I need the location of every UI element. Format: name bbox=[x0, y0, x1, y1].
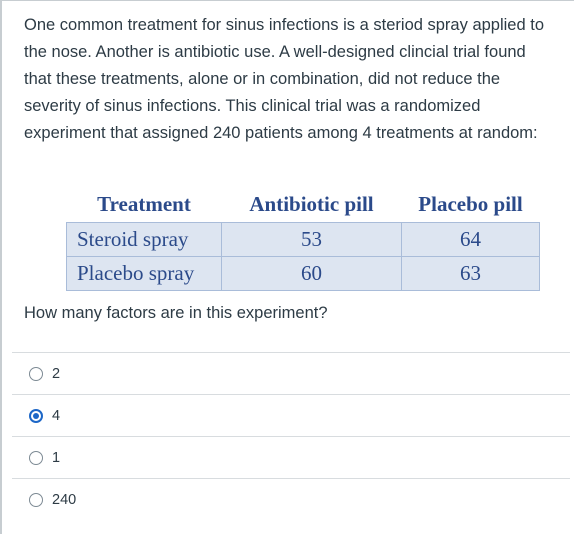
cell-placebo-antibiotic: 60 bbox=[221, 256, 402, 291]
answer-label[interactable]: 2 bbox=[52, 365, 61, 382]
header-antibiotic-pill: Antibiotic pill bbox=[249, 191, 374, 216]
row-label-placebo-spray: Placebo spray bbox=[66, 256, 222, 291]
question-body: One common treatment for sinus infection… bbox=[24, 16, 544, 142]
panel-left-border bbox=[0, 0, 2, 534]
cell-steroid-antibiotic: 53 bbox=[221, 222, 402, 257]
radio-button[interactable] bbox=[29, 492, 43, 507]
panel-top-border bbox=[0, 0, 574, 1]
radio-button[interactable] bbox=[29, 366, 43, 381]
answer-label[interactable]: 1 bbox=[52, 449, 61, 466]
table-row: Placebo spray 60 63 bbox=[66, 256, 540, 291]
treatment-table: Treatment Antibiotic pill Placebo pill S… bbox=[66, 186, 540, 291]
answer-option-240[interactable]: 240 bbox=[12, 478, 570, 520]
table-row: Steroid spray 53 64 bbox=[66, 222, 540, 257]
header-treatment: Treatment bbox=[97, 191, 191, 216]
question-prompt: How many factors are in this experiment? bbox=[24, 304, 328, 322]
answer-option-4[interactable]: 4 bbox=[12, 394, 570, 436]
table-header-row: Treatment Antibiotic pill Placebo pill bbox=[67, 186, 540, 223]
answer-option-1[interactable]: 1 bbox=[12, 436, 570, 478]
radio-button[interactable] bbox=[29, 450, 43, 465]
answer-label[interactable]: 4 bbox=[52, 407, 61, 424]
question-text: One common treatment for sinus infection… bbox=[24, 12, 554, 147]
cell-steroid-placebo: 64 bbox=[401, 222, 540, 257]
answer-label[interactable]: 240 bbox=[52, 491, 77, 508]
cell-placebo-placebo: 63 bbox=[401, 256, 540, 291]
answer-list: 2 4 1 240 bbox=[12, 352, 570, 520]
row-label-steroid-spray: Steroid spray bbox=[66, 222, 222, 257]
radio-button-selected[interactable] bbox=[29, 408, 43, 423]
answer-option-2[interactable]: 2 bbox=[12, 352, 570, 394]
header-placebo-pill: Placebo pill bbox=[418, 191, 523, 216]
